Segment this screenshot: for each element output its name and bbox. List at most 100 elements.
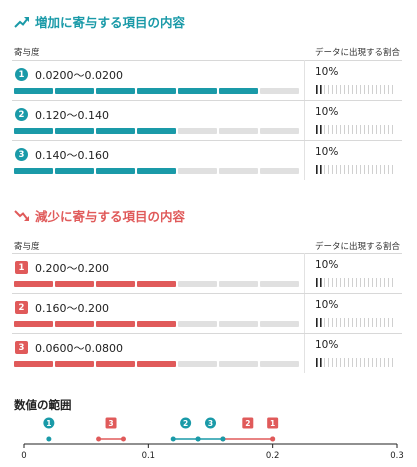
row-divider (12, 333, 402, 334)
share-meter (316, 318, 393, 327)
bar-segment (55, 361, 94, 367)
range-endpoint (270, 436, 276, 442)
share-percent: 10% (315, 339, 339, 351)
bar-segment (137, 281, 176, 287)
bar-segment (96, 361, 135, 367)
rank-badge: 2 (15, 301, 28, 314)
bar-segment (14, 321, 53, 327)
share-meter (316, 165, 393, 174)
axis-tick-label: 0.1 (142, 451, 156, 461)
range-badge-label: 3 (108, 419, 113, 428)
axis-tick-label: 0.2 (266, 451, 280, 461)
bar-segment (219, 128, 258, 134)
range-endpoint (96, 436, 102, 442)
range-badge (180, 417, 192, 429)
trending-down-icon (14, 209, 29, 221)
bar-segment (178, 168, 217, 174)
bar-segment (96, 168, 135, 174)
rank-badge: 1 (15, 261, 28, 274)
share-meter (316, 358, 393, 367)
bar-segment (219, 361, 258, 367)
bar-segment (260, 321, 299, 327)
range-badge-label: 3 (208, 419, 213, 428)
range-badge (242, 417, 254, 429)
bar-segment (55, 168, 94, 174)
decrease-section-title: 減少に寄与する項目の内容 (14, 206, 185, 225)
rank-badge: 3 (15, 148, 28, 161)
decrease-row: 2 0.160〜0.200 10% (12, 294, 402, 334)
range-badge (205, 417, 216, 429)
row-divider (12, 100, 402, 101)
rank-badge: 2 (15, 108, 28, 121)
contribution-bar (14, 168, 299, 174)
contribution-bar (14, 361, 299, 367)
bar-segment (14, 128, 53, 134)
bar-segment (178, 321, 217, 327)
range-badge (105, 417, 117, 429)
increase-row: 2 0.120〜0.140 10% (12, 101, 402, 141)
bar-segment (260, 281, 299, 287)
bar-segment (260, 128, 299, 134)
share-percent: 10% (315, 299, 339, 311)
range-endpoint (46, 436, 52, 442)
decrease-title-text: 減少に寄与する項目の内容 (35, 209, 186, 224)
contribution-bar (14, 321, 299, 327)
row-divider (12, 293, 402, 294)
divider (12, 60, 402, 61)
bar-segment (14, 88, 53, 94)
range-badge (43, 417, 55, 429)
bar-segment (137, 321, 176, 327)
contribution-range: 0.0600〜0.0800 (35, 342, 123, 355)
contribution-range: 0.120〜0.140 (35, 109, 109, 122)
increase-section-title: 増加に寄与する項目の内容 (14, 12, 185, 31)
bar-segment (55, 281, 94, 287)
trending-up-icon (14, 16, 29, 28)
range-badge-label: 1 (46, 419, 51, 428)
bar-segment (178, 281, 217, 287)
share-percent: 10% (315, 146, 339, 158)
decrease-row: 1 0.200〜0.200 10% (12, 254, 402, 294)
bar-segment (219, 168, 258, 174)
rank-badge: 1 (15, 68, 28, 81)
bar-segment (260, 361, 299, 367)
range-badge-label: 1 (270, 419, 275, 428)
bar-segment (137, 128, 176, 134)
share-meter (316, 278, 393, 287)
bar-segment (14, 281, 53, 287)
increase-row: 3 0.140〜0.160 10% (12, 141, 402, 181)
bar-segment (96, 88, 135, 94)
contribution-bar (14, 88, 299, 94)
contribution-range: 0.0200〜0.0200 (35, 69, 123, 82)
bar-segment (219, 321, 258, 327)
bar-segment (137, 88, 176, 94)
range-endpoint (120, 436, 126, 442)
share-percent: 10% (315, 66, 339, 78)
bar-segment (96, 281, 135, 287)
share-percent: 10% (315, 106, 339, 118)
decrease-col-share: データに出現する割合 (315, 242, 401, 252)
contribution-range: 0.140〜0.160 (35, 149, 109, 162)
column-divider (304, 253, 305, 373)
range-endpoint (220, 436, 226, 442)
contribution-range: 0.200〜0.200 (35, 262, 109, 275)
bar-segment (219, 281, 258, 287)
value-range-chart: 0 0.1 0.2 0.3 1 2 3 1 2 3 (21, 417, 404, 461)
row-divider (12, 140, 402, 141)
bar-segment (96, 128, 135, 134)
range-endpoint (170, 436, 176, 442)
contribution-bar (14, 128, 299, 134)
bar-segment (178, 361, 217, 367)
divider (12, 253, 402, 254)
value-range-title: 数値の範囲 (14, 398, 72, 412)
bar-segment (137, 168, 176, 174)
share-meter (316, 125, 393, 134)
increase-col-share: データに出現する割合 (315, 48, 401, 58)
decrease-row: 3 0.0600〜0.0800 10% (12, 334, 402, 374)
bar-segment (55, 128, 94, 134)
bar-segment (178, 88, 217, 94)
bar-segment (137, 361, 176, 367)
rank-badge: 3 (15, 341, 28, 354)
share-percent: 10% (315, 259, 339, 271)
bar-segment (55, 88, 94, 94)
decrease-col-contribution: 寄与度 (14, 242, 40, 252)
